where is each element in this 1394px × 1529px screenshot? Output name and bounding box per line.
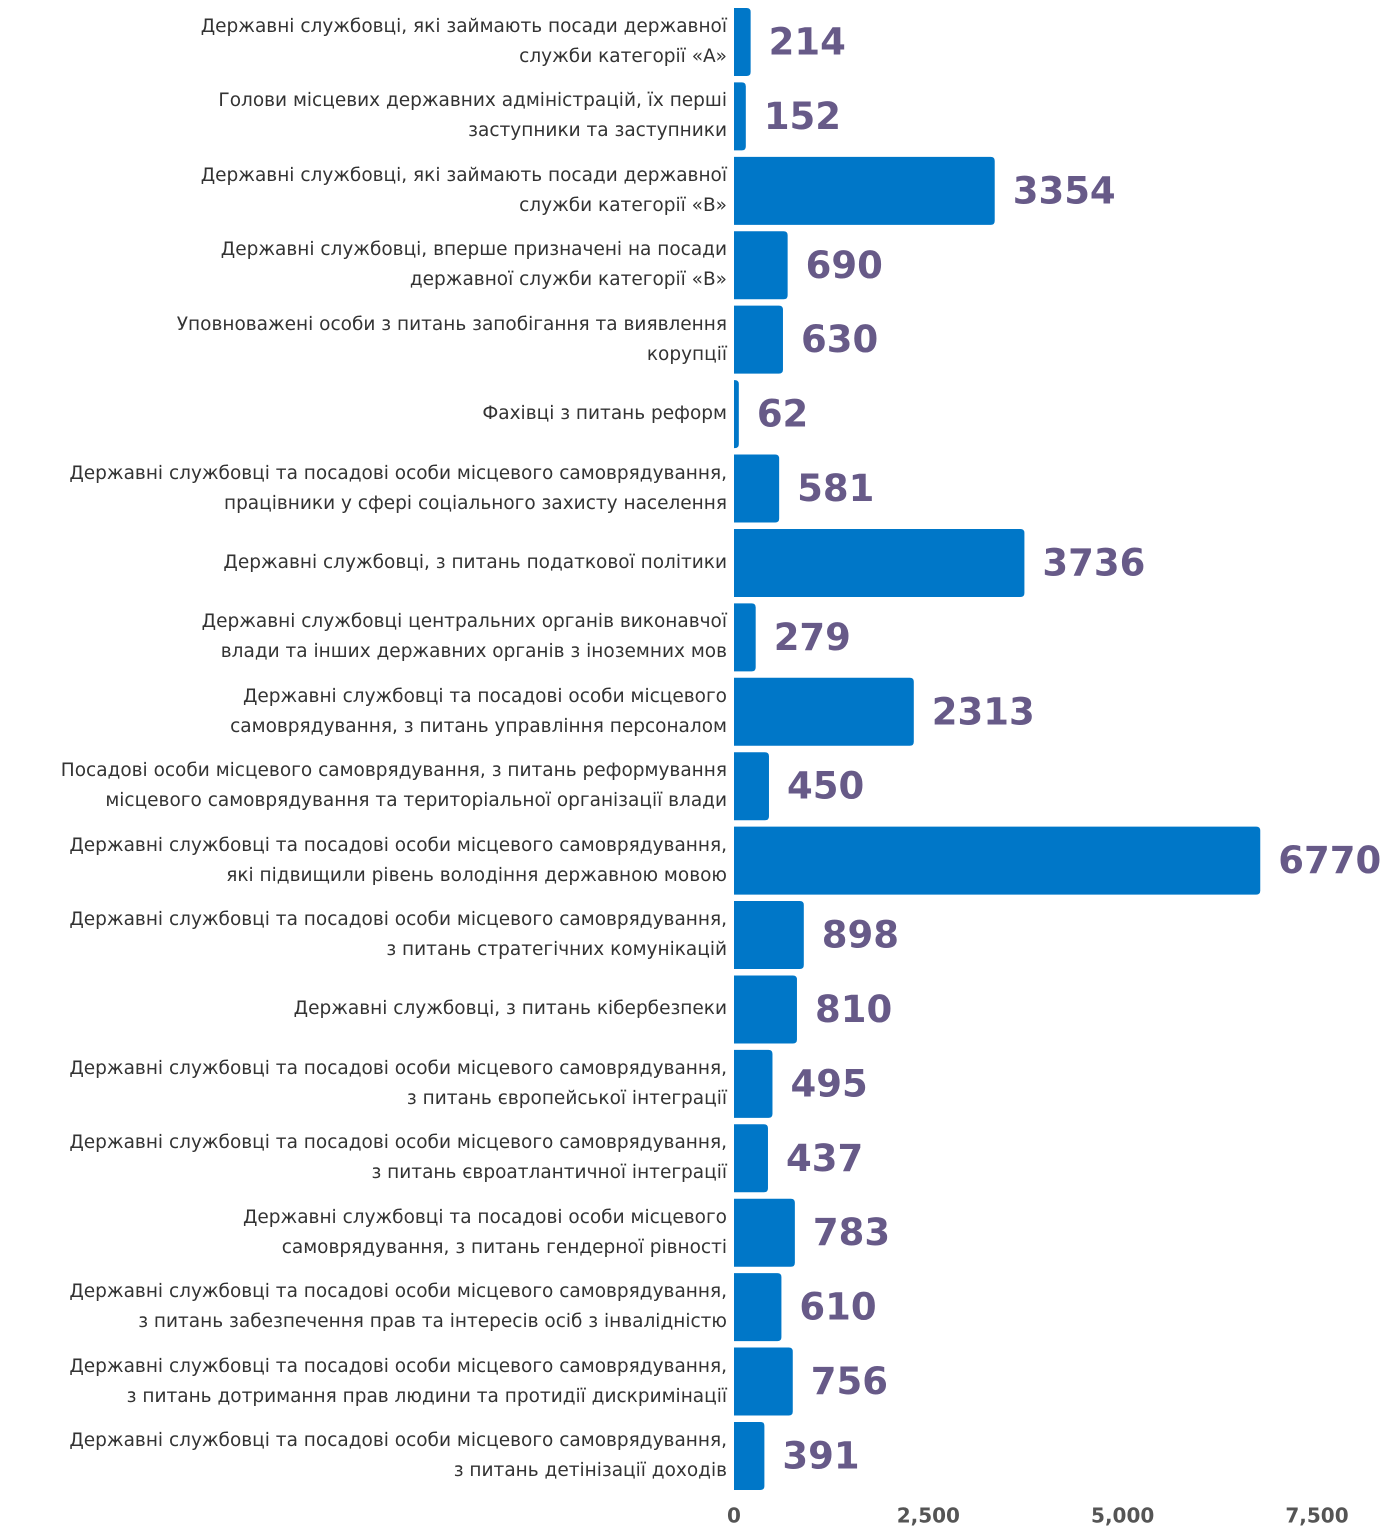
category-label: Державні службовці, які займають посади … [200,16,727,67]
bar [734,1421,765,1490]
bar [734,380,739,449]
bar [734,975,797,1044]
value-label: 437 [786,1137,863,1180]
bar [734,82,746,151]
bar [734,1049,773,1118]
x-tick-label: 2,500 [897,1504,960,1528]
value-label: 630 [801,318,878,361]
value-label: 152 [764,95,841,138]
value-label: 756 [811,1360,888,1403]
value-label: 279 [774,616,851,659]
category-label: Державні службовці центральних органів в… [201,611,727,663]
x-tick-label: 7,500 [1285,1504,1348,1528]
category-label: Державні службовці та посадові особи міс… [242,1206,727,1258]
category-label: Державні службовці та посадові особи міс… [69,1057,727,1109]
bar [734,305,783,374]
bar [734,1124,768,1193]
value-label: 3354 [1013,169,1116,212]
x-tick-label: 0 [727,1504,741,1528]
category-label: Державні службовці, вперше призначені на… [220,239,727,291]
category-label: Державні службовці та посадові особи міс… [69,1429,727,1481]
bar [734,901,804,970]
bar [734,603,756,672]
bar [734,528,1025,597]
bar [734,752,769,821]
category-label: Державні службовці та посадові особи міс… [69,1132,727,1184]
category-label: Фахівці з питань реформ [482,403,727,425]
value-label: 810 [815,988,892,1031]
bar [734,156,995,225]
category-label: Державні службовці та посадові особи міс… [69,834,727,886]
bar [734,1273,782,1342]
bar [734,1198,795,1267]
category-label: Державні службовці, з питань кібербезпек… [293,998,727,1020]
bar [734,454,780,523]
category-label: Державні службовці, з питань податкової … [223,551,727,573]
bar [734,8,751,76]
category-label: Голови місцевих державних адміністрацій,… [218,90,727,142]
bar [734,826,1261,895]
value-label: 3736 [1042,541,1145,584]
value-label: 214 [769,21,846,64]
value-label: 783 [813,1211,890,1254]
bar [734,677,914,746]
value-label: 391 [782,1434,859,1477]
value-label: 690 [806,244,883,287]
bar [734,231,788,300]
category-label: Уповноважені особи з питань запобігання … [176,313,727,365]
x-tick-label: 5,000 [1091,1504,1154,1528]
value-label: 581 [797,467,874,510]
category-label: Державні службовці та посадові особи міс… [69,909,727,961]
value-label: 450 [787,765,864,808]
bar [734,1347,793,1416]
category-label: Державні службовці, які займають посади … [200,164,727,216]
value-label: 6770 [1278,839,1381,882]
category-label: Державні службовці та посадові особи міс… [230,685,727,737]
category-label: Державні службовці та посадові особи міс… [69,1281,727,1333]
value-label: 495 [790,1062,867,1105]
value-label: 2313 [932,690,1035,733]
category-label: Державні службовці та посадові особи міс… [69,1355,727,1407]
value-label: 898 [822,914,899,957]
value-label: 62 [757,393,809,436]
category-label: Посадові особи місцевого самоврядування,… [60,760,727,812]
value-label: 610 [799,1286,876,1329]
category-label: Державні службовці та посадові особи міс… [69,462,727,514]
